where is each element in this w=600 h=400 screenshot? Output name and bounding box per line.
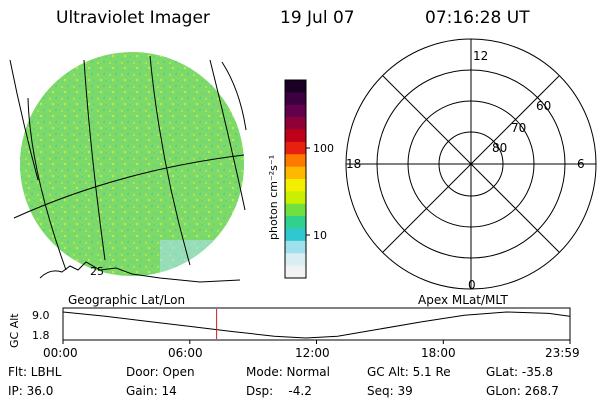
colorbar-cell [285, 191, 306, 205]
colorbar-tick-label: 10 [313, 229, 327, 242]
mlt-label-0: 0 [468, 278, 476, 292]
colorbar-cell [285, 141, 306, 155]
geo-grid [9, 55, 247, 271]
mlt-label-18: 18 [346, 157, 361, 171]
colorbar-cell [285, 117, 306, 131]
mlt-label-12: 12 [473, 49, 488, 63]
meridian-line [83, 59, 106, 261]
x-tick-label: 23:59 [545, 346, 580, 360]
status-glon: GLon: 268.7 [486, 384, 559, 398]
meridian-line [9, 59, 39, 181]
y-tick-label: 9.0 [32, 309, 50, 322]
image-texture [20, 52, 244, 276]
status-seq: Seq: 39 [367, 384, 413, 398]
y-axis-label: GC Alt [8, 313, 21, 348]
altitude-line [62, 311, 570, 339]
altitude-chart: GC Alt 9.0 1.8 00:00 06:00 12:00 18:00 2… [8, 307, 580, 360]
x-tick-marks [62, 340, 571, 344]
colorbar-frame [284, 79, 307, 279]
latitude-line [13, 154, 245, 219]
colorbar-cell [285, 228, 306, 242]
status-flt: Flt: LBHL [8, 365, 62, 379]
status-glat: GLat: -35.8 [486, 365, 553, 379]
colorbar-cell [285, 179, 306, 192]
colorbar-cell [285, 265, 306, 279]
geo-caption: Geographic Lat/Lon [68, 293, 185, 307]
colorbar-cell [285, 80, 306, 93]
polar-axis [382, 75, 560, 253]
meridian-line [209, 59, 246, 211]
meridian-line [27, 97, 67, 271]
coast-label: 25 [90, 265, 104, 278]
colorbar-cell [285, 203, 306, 217]
meridian-line [221, 61, 247, 131]
colorbar-cell [285, 216, 306, 230]
y-tick-label: 1.8 [32, 329, 50, 342]
status-ip: IP: 36.0 [8, 384, 53, 398]
status-mode: Mode: Normal [246, 365, 330, 379]
status-block: Flt: LBHL Door: Open Mode: Normal GC Alt… [8, 365, 559, 398]
colorbar-cell [285, 166, 306, 180]
status-gc-alt: GC Alt: 5.1 Re [367, 365, 451, 379]
colorbar-cell [285, 129, 306, 143]
apex-caption: Apex MLat/MLT [418, 293, 508, 307]
instrument-title: Ultraviolet Imager [56, 8, 210, 28]
image-edge-glow [160, 240, 240, 276]
colorbar-gradient [285, 80, 306, 279]
mlt-label-6: 6 [577, 157, 585, 171]
colorbar-cell [285, 104, 306, 118]
status-gain: Gain: 14 [126, 384, 177, 398]
mlat-label-70: 70 [511, 121, 526, 135]
x-tick-label: 18:00 [421, 346, 456, 360]
mlat-label-60: 60 [536, 99, 551, 113]
colorbar-tick-label: 100 [313, 142, 334, 155]
meridian-line [149, 55, 191, 266]
polar-grid [345, 38, 597, 290]
x-tick-label: 12:00 [295, 346, 330, 360]
date-label: 19 Jul 07 [280, 8, 355, 28]
status-dsp: Dsp: -4.2 [246, 384, 312, 398]
colorbar-cell [285, 240, 306, 254]
status-door: Door: Open [126, 365, 195, 379]
time-label: 07:16:28 UT [425, 8, 530, 28]
colorbar-cell [285, 154, 306, 168]
colorbar: 100 10 photon cm⁻²s⁻¹ [267, 79, 334, 279]
colorbar-cell [285, 92, 306, 106]
x-tick-label: 00:00 [43, 346, 78, 360]
colorbar-unit-label: photon cm⁻²s⁻¹ [267, 155, 280, 240]
auroral-image: 25 [9, 52, 247, 283]
x-tick-label: 06:00 [168, 346, 203, 360]
coastline [39, 261, 241, 283]
mlat-label-80: 80 [492, 141, 507, 155]
colorbar-cell [285, 253, 306, 267]
